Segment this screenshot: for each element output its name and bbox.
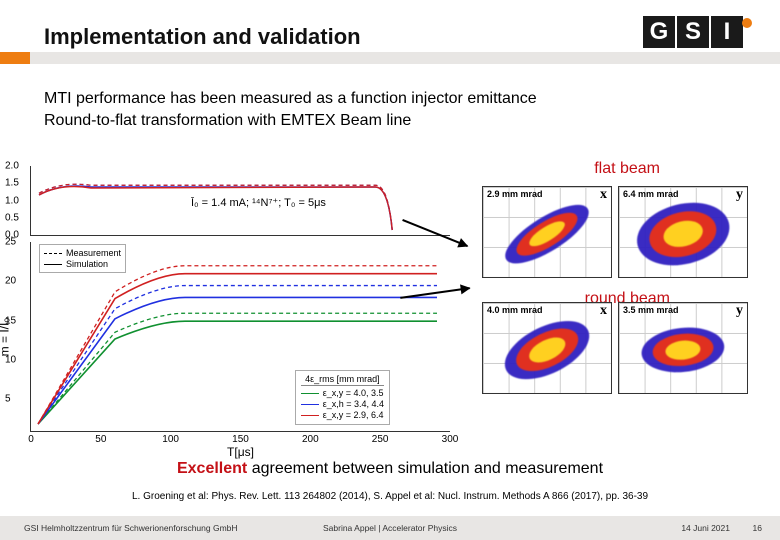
ytick: 15: [5, 315, 16, 326]
chart1-ylabel: I₀: [0, 196, 2, 204]
heatmap-flat-x: 2.9 mm mrad x: [482, 186, 612, 278]
footer-institution: GSI Helmholtzzentrum für Schwerionenfors…: [24, 523, 238, 533]
xtick: 100: [162, 434, 179, 445]
heatmap-label: 2.9 mm mrad: [487, 189, 543, 199]
heatmap-round-y: 3.5 mm mrad y: [618, 302, 748, 394]
xtick: 250: [372, 434, 389, 445]
body-text: MTI performance has been measured as a f…: [44, 88, 537, 131]
legend-item: ε_x,h = 3.4, 4.4: [323, 399, 384, 409]
header-accent: [0, 52, 30, 64]
footer-author: Sabrina Appel | Accelerator Physics: [323, 523, 457, 533]
ytick: 20: [5, 276, 16, 287]
citation-text: L. Groening et al: Phys. Rev. Lett. 113 …: [132, 491, 648, 502]
heatmap-axis: x: [600, 187, 607, 203]
slide-footer: GSI Helmholtzzentrum für Schwerionenfors…: [0, 516, 780, 540]
left-chart-panel: I₀ 0.0 0.5 1.0 1.5 2.0 Ī₀ = 1.4 mA; ¹⁴N⁷…: [30, 166, 450, 432]
heatmap-axis: y: [736, 303, 743, 319]
heatmap-flat-y: 6.4 mm mrad y: [618, 186, 748, 278]
flat-beam-label: flat beam: [594, 160, 660, 178]
legend-item: Simulation: [66, 259, 108, 269]
conclusion-text: Excellent agreement between simulation a…: [177, 460, 603, 478]
conclusion-rest: agreement between simulation and measure…: [247, 460, 603, 477]
chart1-annotation: Ī₀ = 1.4 mA; ¹⁴N⁷⁺; T₀ = 5μs: [191, 196, 326, 209]
efficiency-chart: m = Ī/Ī₀ 5 10 15 20 25 0 50 100 150 200 …: [30, 242, 450, 432]
legend-emittance: 4ε_rms [mm mrad] ε_x,y = 4.0, 3.5 ε_x,h …: [295, 370, 390, 425]
ytick: 1.0: [5, 195, 19, 206]
legend-header: 4ε_rms [mm mrad]: [301, 374, 384, 386]
current-chart: I₀ 0.0 0.5 1.0 1.5 2.0 Ī₀ = 1.4 mA; ¹⁴N⁷…: [30, 166, 450, 236]
ytick: 1.5: [5, 178, 19, 189]
header-band: [0, 52, 780, 64]
xtick: 50: [95, 434, 106, 445]
xtick: 150: [232, 434, 249, 445]
conclusion-emphasis: Excellent: [177, 460, 247, 477]
ytick: 10: [5, 355, 16, 366]
logo-letter: I: [711, 16, 743, 48]
logo-letter: S: [677, 16, 709, 48]
ytick: 5: [5, 394, 11, 405]
chart2-xlabel: T[μs]: [227, 445, 254, 459]
legend-item: ε_x,y = 2.9, 6.4: [323, 410, 384, 420]
heatmap-axis: x: [600, 303, 607, 319]
heatmap-label: 6.4 mm mrad: [623, 189, 679, 199]
logo-letter: G: [643, 16, 675, 48]
legend-item: Measurement: [66, 248, 121, 258]
legend-meas-sim: Measurement Simulation: [39, 244, 126, 273]
footer-date: 14 Juni 2021: [681, 523, 730, 533]
xtick: 300: [442, 434, 459, 445]
logo-dot: [742, 18, 752, 28]
heatmap-label: 4.0 mm mrad: [487, 305, 543, 315]
legend-item: ε_x,y = 4.0, 3.5: [323, 388, 384, 398]
body-line-2: Round-to-flat transformation with EMTEX …: [44, 110, 537, 132]
ytick: 25: [5, 237, 16, 248]
body-line-1: MTI performance has been measured as a f…: [44, 88, 537, 110]
ytick: 0.5: [5, 212, 19, 223]
ytick: 2.0: [5, 161, 19, 172]
xtick: 0: [28, 434, 34, 445]
gsi-logo: G S I: [643, 16, 752, 48]
heatmap-panel: 2.9 mm mrad x 6.4 mm mrad y 4.0 mm mrad …: [482, 186, 752, 418]
heatmap-axis: y: [736, 187, 743, 203]
heatmap-round-x: 4.0 mm mrad x: [482, 302, 612, 394]
slide-title: Implementation and validation: [44, 24, 361, 50]
xtick: 200: [302, 434, 319, 445]
footer-page-number: 16: [753, 523, 762, 533]
heatmap-label: 3.5 mm mrad: [623, 305, 679, 315]
